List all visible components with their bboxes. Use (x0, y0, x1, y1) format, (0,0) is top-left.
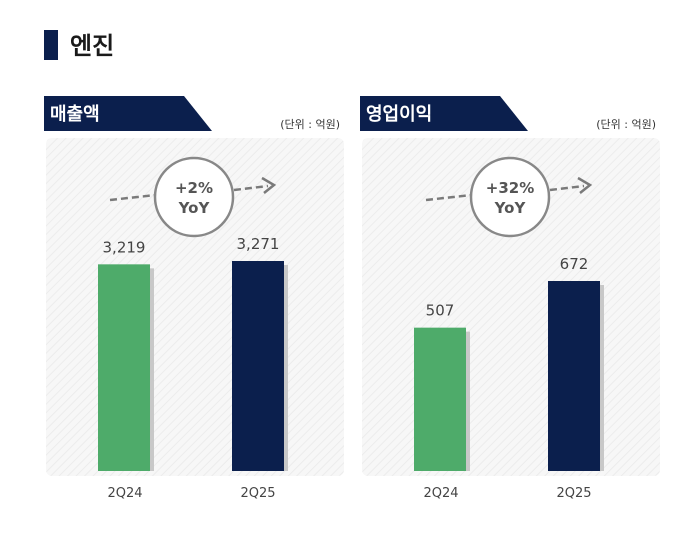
bar-2Q25 (548, 281, 600, 471)
data-label: 672 (560, 255, 589, 273)
panel-title-tab (44, 96, 212, 131)
growth-arrow-line (109, 193, 157, 202)
x-tick-label: 2Q25 (240, 486, 276, 501)
growth-circle (153, 156, 235, 238)
arrow-head-icon (577, 176, 593, 194)
unit-label: (단위 : 억원) (596, 118, 656, 131)
growth-arrow-line (425, 193, 473, 202)
page-title: 엔진 (70, 32, 115, 60)
growth-arrow-line (233, 184, 269, 192)
growth-period-label: YoY (178, 199, 211, 217)
operating-profit-chart-panel: 영업이익 (단위 : 억원) +32% YoY 507 672 (360, 96, 660, 476)
x-tick-label: 2Q24 (107, 486, 143, 501)
bar-2Q24 (414, 327, 466, 471)
arrow-head-icon (261, 176, 277, 194)
revenue-chart: +2% YoY 3,219 3,271 (46, 138, 344, 476)
data-label: 3,219 (103, 238, 146, 256)
unit-label: (단위 : 억원) (280, 118, 340, 131)
operating-profit-chart: +32% YoY 507 672 (362, 138, 660, 476)
data-label: 3,271 (237, 235, 280, 253)
growth-circle (469, 156, 551, 238)
growth-arrow-line (549, 184, 585, 192)
x-tick-label: 2Q25 (556, 486, 592, 501)
chart-title: 영업이익 (366, 104, 433, 125)
panel-title-tab (360, 96, 528, 131)
growth-rate-label: +32% (486, 179, 534, 197)
bar-2Q24 (98, 264, 150, 471)
bar-2Q25 (232, 261, 284, 471)
chart-title: 매출액 (50, 104, 100, 125)
revenue-chart-panel: 매출액 (단위 : 억원) +2% YoY 3,219 3,271 (44, 96, 344, 476)
data-label: 507 (426, 302, 455, 320)
growth-rate-label: +2% (175, 179, 213, 197)
title-bar-accent (44, 30, 58, 60)
x-tick-label: 2Q24 (423, 486, 459, 501)
growth-period-label: YoY (494, 199, 527, 217)
